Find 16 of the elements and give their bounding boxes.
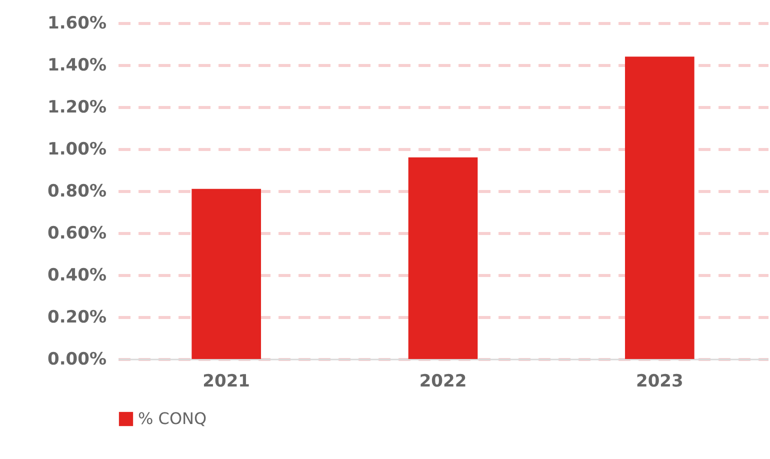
legend-label: % CONQ <box>138 409 207 428</box>
y-tick-label: 0.80% <box>48 182 106 202</box>
y-tick-label: 0.00% <box>48 350 106 370</box>
bar <box>625 56 694 359</box>
y-tick-label: 1.20% <box>48 98 106 118</box>
y-tick-label: 0.60% <box>48 224 106 244</box>
y-tick-label: 0.20% <box>48 308 106 328</box>
y-tick-label: 1.60% <box>48 14 106 34</box>
x-tick-label: 2021 <box>202 372 250 392</box>
y-tick-label: 1.40% <box>48 56 106 76</box>
y-tick-label: 0.40% <box>48 266 106 286</box>
x-tick-label: 2022 <box>419 372 467 392</box>
bar <box>192 188 261 359</box>
bar <box>408 157 478 359</box>
x-tick-label: 2023 <box>636 372 684 392</box>
y-tick-label: 1.00% <box>48 140 106 160</box>
